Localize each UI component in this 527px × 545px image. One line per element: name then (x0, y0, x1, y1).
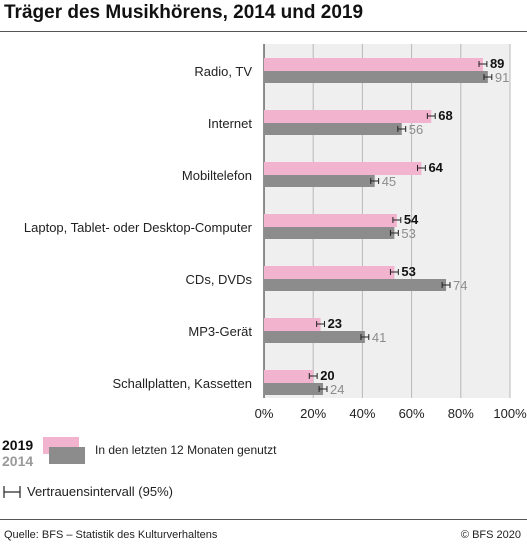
x-tick-label: 0% (255, 406, 274, 421)
legend-year-2019: 2019 (2, 437, 34, 453)
copyright-note: © BFS 2020 (460, 529, 521, 541)
value-label-2019: 64 (428, 160, 443, 175)
value-label-2014: 56 (409, 122, 423, 137)
source-note: Quelle: BFS – Statistik des Kulturverhal… (4, 529, 218, 541)
category-label: Laptop, Tablet- oder Desktop-Computer (24, 220, 253, 235)
value-label-2019: 20 (320, 368, 334, 383)
legend-swatch-2014 (49, 447, 85, 464)
bar-2019 (264, 214, 397, 227)
value-label-2014: 24 (330, 382, 344, 397)
bottom-divider (0, 519, 527, 520)
value-label-2014: 53 (401, 226, 415, 241)
bar-2019 (264, 370, 314, 383)
bar-2019 (264, 266, 395, 279)
x-tick-label: 80% (448, 406, 474, 421)
bar-2014 (264, 71, 488, 83)
legend-description: In den letzten 12 Monaten genutzt (95, 443, 277, 457)
bar-2014 (264, 123, 402, 135)
legend-year-2014: 2014 (2, 453, 34, 469)
top-divider (0, 31, 527, 32)
confidence-interval-label: Vertrauensintervall (95%) (27, 484, 173, 499)
category-label: MP3-Gerät (188, 324, 252, 339)
value-label-2014: 45 (382, 174, 396, 189)
bar-2019 (264, 58, 483, 71)
value-label-2014: 41 (372, 330, 386, 345)
value-label-2019: 23 (328, 316, 342, 331)
value-label-2019: 89 (490, 56, 504, 71)
bar-2019 (264, 162, 422, 175)
x-tick-label: 60% (399, 406, 425, 421)
bar-2014 (264, 227, 395, 239)
value-label-2019: 68 (438, 108, 452, 123)
value-label-2014: 91 (495, 70, 509, 85)
value-label-2019: 54 (404, 212, 419, 227)
x-tick-label: 40% (349, 406, 375, 421)
bar-2014 (264, 331, 365, 343)
category-label: Schallplatten, Kassetten (113, 376, 252, 391)
category-label: Radio, TV (194, 64, 252, 79)
bar-2014 (264, 279, 447, 291)
category-label: CDs, DVDs (186, 272, 253, 287)
category-label: Internet (208, 116, 252, 131)
bar-2014 (264, 383, 324, 395)
x-tick-label: 100% (493, 406, 527, 421)
value-label-2014: 74 (453, 278, 467, 293)
bar-2014 (264, 175, 375, 187)
category-label: Mobiltelefon (182, 168, 252, 183)
bar-2019 (264, 110, 432, 123)
chart-title: Träger des Musikhörens, 2014 und 2019 (4, 2, 364, 23)
value-label-2019: 53 (401, 264, 415, 279)
x-tick-label: 20% (300, 406, 326, 421)
bar-2019 (264, 318, 321, 331)
